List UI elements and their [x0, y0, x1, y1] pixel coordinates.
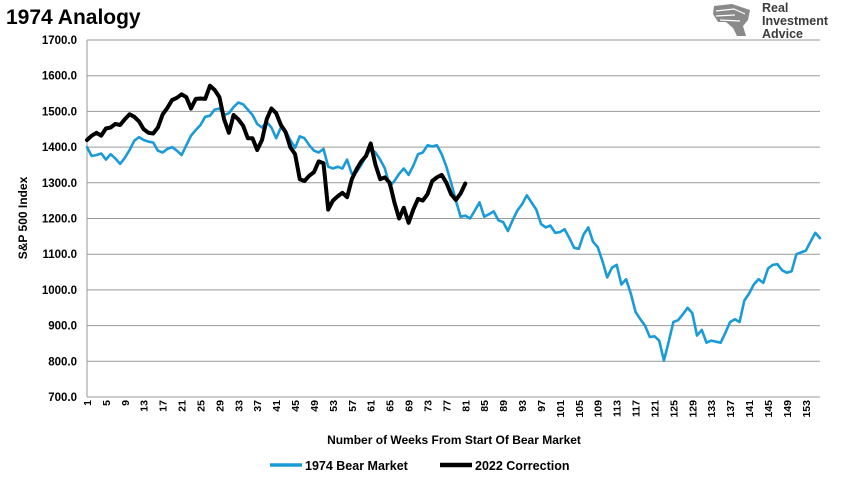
y-tick-label: 1600.0	[42, 71, 77, 83]
x-tick-label: 121	[649, 400, 661, 418]
x-tick-label: 13	[139, 400, 151, 412]
x-tick-label: 53	[328, 400, 340, 412]
x-tick-label: 93	[517, 400, 529, 412]
x-tick-label: 57	[347, 400, 359, 412]
eagle-logo-icon	[713, 4, 750, 36]
x-tick-label: 145	[763, 400, 775, 418]
y-tick-label: 1400.0	[42, 142, 77, 154]
x-tick-label: 45	[290, 400, 302, 412]
logo: Real Investment Advice	[713, 1, 829, 41]
y-tick-label: 900.0	[48, 321, 77, 333]
x-tick-label: 49	[309, 400, 321, 412]
logo-line-3: Advice	[762, 27, 803, 41]
y-tick-label: 1500.0	[42, 106, 77, 118]
x-tick-label: 141	[744, 400, 756, 418]
series-line-1974	[85, 101, 822, 362]
y-axis-title: S&P 500 Index	[16, 176, 30, 259]
x-axis-title: Number of Weeks From Start Of Bear Marke…	[327, 433, 581, 447]
x-tick-label: 61	[366, 400, 378, 412]
x-tick-label: 25	[195, 400, 207, 412]
y-tick-labels: 1700.0 1600.0 1500.0 1400.0 1300.0 1200.0 1100…	[42, 35, 77, 404]
x-tick-label: 153	[801, 400, 813, 418]
x-tick-label: 149	[782, 400, 794, 418]
x-tick-label: 133	[706, 400, 718, 418]
x-tick-label: 89	[498, 400, 510, 412]
x-tick-label: 5	[101, 400, 113, 406]
x-tick-label: 73	[422, 400, 434, 412]
series-line-2022	[85, 83, 468, 225]
logo-line-1: Real	[762, 1, 788, 15]
series-lines	[85, 83, 822, 362]
x-tick-label: 41	[271, 400, 283, 412]
x-tick-label: 105	[574, 400, 586, 418]
x-tick-labels: 1 5 9 13 17 21 25 29 33 37 41 45 49 53 57 61 65 69 73 77 81 8…	[82, 400, 813, 418]
x-tick-label: 17	[158, 400, 170, 412]
x-tick-label: 117	[631, 400, 643, 417]
x-tick-label: 85	[479, 400, 491, 412]
x-tick-label: 21	[177, 400, 189, 412]
x-tick-label: 37	[252, 400, 264, 412]
x-tick-label: 129	[687, 400, 699, 418]
gridlines	[86, 39, 820, 398]
x-tick-label: 1	[82, 400, 94, 406]
x-tick-label: 65	[385, 400, 397, 412]
x-tick-label: 9	[120, 400, 132, 406]
y-tick-label: 1700.0	[42, 35, 77, 47]
x-tick-label: 77	[441, 400, 453, 412]
x-tick-label: 137	[725, 400, 737, 418]
x-tick-label: 69	[404, 400, 416, 412]
legend-label-2022: 2022 Correction	[475, 459, 569, 473]
x-tick-label: 97	[536, 400, 548, 412]
legend: 1974 Bear Market 2022 Correction	[270, 459, 569, 473]
y-tick-label: 1000.0	[42, 285, 77, 297]
x-tick-label: 109	[593, 400, 605, 418]
legend-label-1974: 1974 Bear Market	[305, 459, 409, 473]
x-tick-label: 29	[214, 400, 226, 412]
y-tick-label: 1300.0	[42, 178, 77, 190]
x-tick-label: 101	[555, 400, 567, 418]
x-tick-label: 81	[460, 400, 472, 412]
y-tick-label: 1200.0	[42, 214, 77, 226]
x-tick-label: 125	[668, 400, 680, 418]
x-tick-label: 113	[612, 400, 624, 417]
y-tick-label: 1100.0	[42, 249, 77, 261]
logo-line-2: Investment	[762, 14, 829, 28]
chart-title: 1974 Analogy	[6, 6, 141, 29]
y-tick-label: 700.0	[48, 392, 77, 404]
x-tick-label: 33	[233, 400, 245, 412]
y-tick-label: 800.0	[48, 356, 77, 368]
